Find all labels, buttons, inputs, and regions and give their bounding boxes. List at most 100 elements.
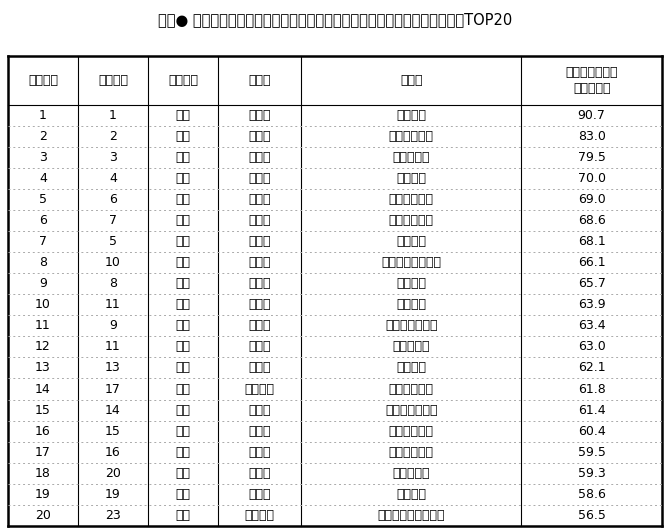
Text: 大学ブランド力
（偏差値）: 大学ブランド力 （偏差値） xyxy=(565,66,618,95)
Text: 6: 6 xyxy=(39,214,47,227)
Text: 4: 4 xyxy=(39,172,47,185)
Text: 国際基督教大学: 国際基督教大学 xyxy=(385,403,438,417)
Text: 70.0: 70.0 xyxy=(578,172,606,185)
Text: 8: 8 xyxy=(39,257,47,269)
Text: 61.8: 61.8 xyxy=(578,383,606,395)
Text: 18: 18 xyxy=(35,467,51,480)
Text: 私立: 私立 xyxy=(176,172,190,185)
Text: 明治大学: 明治大学 xyxy=(396,277,426,290)
Text: 62.1: 62.1 xyxy=(578,361,606,375)
Text: 20: 20 xyxy=(35,509,51,522)
Text: 東京都: 東京都 xyxy=(248,151,271,164)
Text: 83.0: 83.0 xyxy=(578,130,606,143)
Text: 国立: 国立 xyxy=(176,257,190,269)
Text: 東京都: 東京都 xyxy=(248,172,271,185)
Text: 今回順位: 今回順位 xyxy=(28,74,58,87)
Text: 一橋大学: 一橋大学 xyxy=(396,235,426,248)
Text: 17: 17 xyxy=(105,383,121,395)
Text: 69.0: 69.0 xyxy=(578,193,606,206)
Text: 79.5: 79.5 xyxy=(578,151,606,164)
Text: 3: 3 xyxy=(39,151,47,164)
Text: 早稲田大学: 早稲田大学 xyxy=(393,151,430,164)
Text: 56.5: 56.5 xyxy=(578,509,606,522)
Text: 国立: 国立 xyxy=(176,193,190,206)
Text: 11: 11 xyxy=(35,320,51,332)
Text: 19: 19 xyxy=(105,488,121,501)
Text: 東京都: 東京都 xyxy=(248,403,271,417)
Text: 東京外国語大学: 東京外国語大学 xyxy=(385,320,438,332)
Text: 13: 13 xyxy=(35,361,51,375)
Text: 東京都: 東京都 xyxy=(248,320,271,332)
Text: 13: 13 xyxy=(105,361,121,375)
Text: 9: 9 xyxy=(109,320,117,332)
Text: 2: 2 xyxy=(39,130,47,143)
Text: 神奈川県: 神奈川県 xyxy=(245,383,275,395)
Text: 8: 8 xyxy=(109,277,117,290)
Text: 国立: 国立 xyxy=(176,109,190,122)
Text: 私立: 私立 xyxy=(176,361,190,375)
Text: 3: 3 xyxy=(109,151,117,164)
Text: 4: 4 xyxy=(109,172,117,185)
Text: 国立: 国立 xyxy=(176,446,190,458)
Text: 大学名: 大学名 xyxy=(400,74,422,87)
Text: 東京都: 東京都 xyxy=(248,257,271,269)
Text: 法政大学: 法政大学 xyxy=(396,488,426,501)
Text: 5: 5 xyxy=(109,235,117,248)
Text: 私立: 私立 xyxy=(176,467,190,480)
Text: 23: 23 xyxy=(105,509,121,522)
Text: 東京都: 東京都 xyxy=(248,361,271,375)
Text: 横浜国立大学: 横浜国立大学 xyxy=(389,383,433,395)
Text: 5: 5 xyxy=(39,193,47,206)
Text: 東京学芸大学: 東京学芸大学 xyxy=(389,446,433,458)
Text: 11: 11 xyxy=(105,298,121,311)
Text: 東京都: 東京都 xyxy=(248,214,271,227)
Text: 東京都: 東京都 xyxy=(248,235,271,248)
Text: 上智大学: 上智大学 xyxy=(396,172,426,185)
Text: 国立: 国立 xyxy=(176,320,190,332)
Text: 1: 1 xyxy=(109,109,117,122)
Text: 6: 6 xyxy=(109,193,117,206)
Text: 東京理科大学: 東京理科大学 xyxy=(389,425,433,438)
Text: 国立: 国立 xyxy=(176,235,190,248)
Text: 東京都: 東京都 xyxy=(248,193,271,206)
Text: 17: 17 xyxy=(35,446,51,458)
Text: 大学種別: 大学種別 xyxy=(168,74,198,87)
Text: 私立: 私立 xyxy=(176,509,190,522)
Text: 私立: 私立 xyxy=(176,277,190,290)
Text: 63.4: 63.4 xyxy=(578,320,606,332)
Text: 東京都: 東京都 xyxy=(248,425,271,438)
Text: 7: 7 xyxy=(39,235,47,248)
Text: 国立: 国立 xyxy=(176,383,190,395)
Text: 60.4: 60.4 xyxy=(578,425,606,438)
Text: 10: 10 xyxy=(105,257,121,269)
Text: 61.4: 61.4 xyxy=(578,403,606,417)
Text: 20: 20 xyxy=(105,467,121,480)
Text: 11: 11 xyxy=(105,340,121,354)
Text: 66.1: 66.1 xyxy=(578,257,606,269)
Text: 14: 14 xyxy=(35,383,51,395)
Text: 中央大学: 中央大学 xyxy=(396,298,426,311)
Text: 16: 16 xyxy=(35,425,51,438)
Text: 私立: 私立 xyxy=(176,488,190,501)
Text: 所在地: 所在地 xyxy=(248,74,271,87)
Text: 59.5: 59.5 xyxy=(578,446,606,458)
Text: 12: 12 xyxy=(35,340,51,354)
Text: 14: 14 xyxy=(105,403,121,417)
Text: 立教大学: 立教大学 xyxy=(396,361,426,375)
Text: 前回順位: 前回順位 xyxy=(98,74,128,87)
Text: 15: 15 xyxy=(35,403,51,417)
Text: 68.1: 68.1 xyxy=(578,235,606,248)
Text: 90.7: 90.7 xyxy=(578,109,606,122)
Text: 私立: 私立 xyxy=(176,130,190,143)
Text: 東京都: 東京都 xyxy=(248,109,271,122)
Text: 2: 2 xyxy=(109,130,117,143)
Text: 青山学院大学: 青山学院大学 xyxy=(389,214,433,227)
Text: 15: 15 xyxy=(105,425,121,438)
Text: 9: 9 xyxy=(39,277,47,290)
Text: お茶の水女子大学: お茶の水女子大学 xyxy=(381,257,441,269)
Text: 私立: 私立 xyxy=(176,425,190,438)
Text: 63.9: 63.9 xyxy=(578,298,606,311)
Text: 私立: 私立 xyxy=(176,214,190,227)
Text: 私立: 私立 xyxy=(176,403,190,417)
Text: 東京都: 東京都 xyxy=(248,488,271,501)
